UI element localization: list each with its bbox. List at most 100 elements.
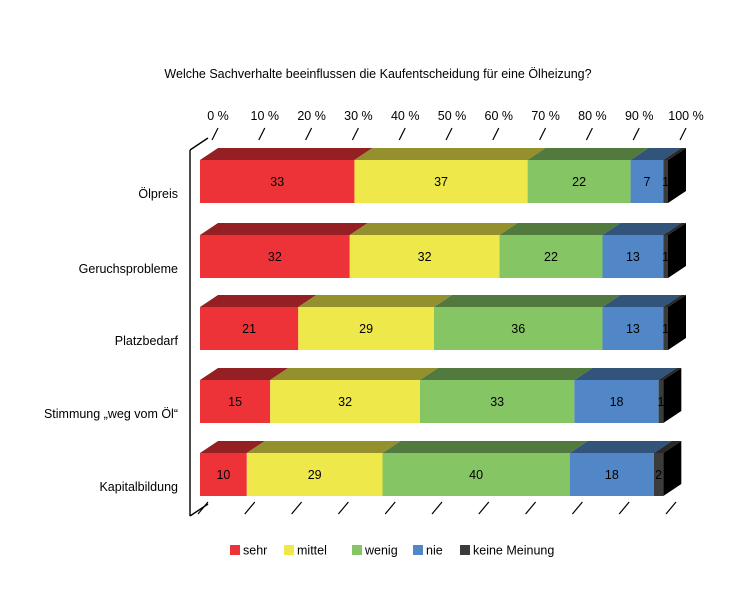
legend-label: wenig [364, 544, 398, 558]
bar-segment-top [499, 223, 621, 235]
bar-segment [630, 160, 664, 203]
bar-segment-top [653, 441, 682, 453]
bar-segment-top [602, 295, 682, 307]
bar-segment [382, 453, 570, 496]
bar-segment [602, 235, 664, 278]
data-label: 33 [270, 175, 284, 189]
bar-segment [354, 160, 528, 203]
data-label: 32 [338, 395, 352, 409]
x-tick-label: 100 % [668, 109, 703, 123]
data-label: 22 [572, 175, 586, 189]
x-tick-mark-top [585, 127, 593, 141]
bar-segment [434, 307, 603, 350]
x-tick-mark-top [539, 127, 547, 141]
bar-segment [419, 380, 575, 423]
x-tick-mark-top [445, 127, 453, 141]
data-label: 1 [662, 322, 669, 336]
x-tick-mark-bottom [431, 501, 443, 515]
legend-item: keine Meinung [460, 544, 554, 558]
bar-segment-top [574, 368, 677, 380]
data-label: 13 [626, 322, 640, 336]
x-tick-mark-top [632, 127, 640, 141]
x-tick-label: 60 % [485, 109, 514, 123]
category-label: Kapitalbildung [99, 480, 178, 494]
data-label: 36 [511, 322, 525, 336]
bar-segment [200, 235, 350, 278]
bar-segment [349, 235, 500, 278]
data-label: 29 [308, 468, 322, 482]
bar-segment-top [663, 148, 686, 160]
bars-layer: 33 37 22 7 132 32 22 13 121 29 36 13 115 32 33 18 110 29 4… [200, 148, 686, 496]
x-tick-mark-top [258, 127, 266, 141]
legend-label: nie [426, 544, 443, 558]
data-label: 10 [216, 468, 230, 482]
bar-segment [200, 307, 299, 350]
chart-title: Welche Sachverhalte beeinflussen die Kau… [164, 67, 591, 81]
x-tick-label: 70 % [531, 109, 560, 123]
category-label: Stimmung „weg vom Öl“ [44, 407, 178, 421]
x-tick-label: 40 % [391, 109, 420, 123]
bar-segment [663, 235, 668, 278]
bar-segment [663, 307, 668, 350]
x-tick-mark-bottom [571, 501, 583, 515]
bar-segment-top [434, 295, 621, 307]
legend-label: mittel [297, 544, 327, 558]
legend: sehr mittel wenig nie keine Meinung [230, 544, 554, 558]
x-tick-mark-top [305, 127, 313, 141]
legend-item: sehr [230, 544, 267, 558]
bar-group: 15 32 33 18 1 [200, 368, 682, 423]
bar-side [668, 295, 686, 350]
data-label: 18 [610, 395, 624, 409]
bar-side [663, 441, 682, 496]
data-label: 40 [469, 468, 483, 482]
bar-segment-top [602, 223, 682, 235]
legend-swatch [230, 545, 240, 555]
x-tick-mark-top [398, 127, 406, 141]
bar-segment-top [349, 223, 518, 235]
bar-segment [527, 160, 631, 203]
bar-segment-top [663, 223, 686, 235]
x-tick-label: 0 % [207, 109, 229, 123]
legend-swatch [460, 545, 470, 555]
x-tick-mark-bottom [478, 501, 490, 515]
data-label: 7 [643, 175, 650, 189]
legend-swatch [352, 545, 362, 555]
x-tick-mark-bottom [525, 501, 537, 515]
legend-label: keine Meinung [473, 544, 554, 558]
data-label: 33 [490, 395, 504, 409]
bar-segment-top [382, 441, 588, 453]
x-tick-label: 20 % [297, 109, 326, 123]
x-tick-mark-bottom [384, 501, 396, 515]
data-label: 18 [605, 468, 619, 482]
legend-swatch [284, 545, 294, 555]
data-label: 21 [242, 322, 256, 336]
x-tick-label: 90 % [625, 109, 654, 123]
bar-segment [663, 160, 668, 203]
bar-side [663, 368, 682, 423]
bar-segment [569, 453, 654, 496]
x-tick-mark-bottom [244, 501, 256, 515]
bar-side [668, 223, 686, 278]
x-tick-mark-bottom [291, 501, 303, 515]
data-label: 22 [544, 250, 558, 264]
bar-segment [200, 160, 355, 203]
bar-segment-top [663, 295, 686, 307]
bar-segment-top [200, 295, 317, 307]
bar-segment [658, 380, 664, 423]
data-label: 32 [418, 250, 432, 264]
legend-item: mittel [284, 544, 327, 558]
x-tick-mark-bottom [665, 501, 677, 515]
x-tick-mark-bottom [197, 501, 209, 515]
bar-segment-top [200, 441, 265, 453]
category-label: Platzbedarf [115, 334, 179, 348]
bar-segment [246, 453, 383, 496]
bar-segment-top [270, 368, 438, 380]
bar-segment-top [298, 295, 452, 307]
bar-segment-top [658, 368, 682, 380]
bar-group: 10 29 40 18 2 [200, 441, 682, 496]
category-label: Ölpreis [138, 187, 178, 201]
x-tick-mark-bottom [618, 501, 630, 515]
data-label: 1 [658, 395, 665, 409]
x-tick-label: 50 % [438, 109, 467, 123]
